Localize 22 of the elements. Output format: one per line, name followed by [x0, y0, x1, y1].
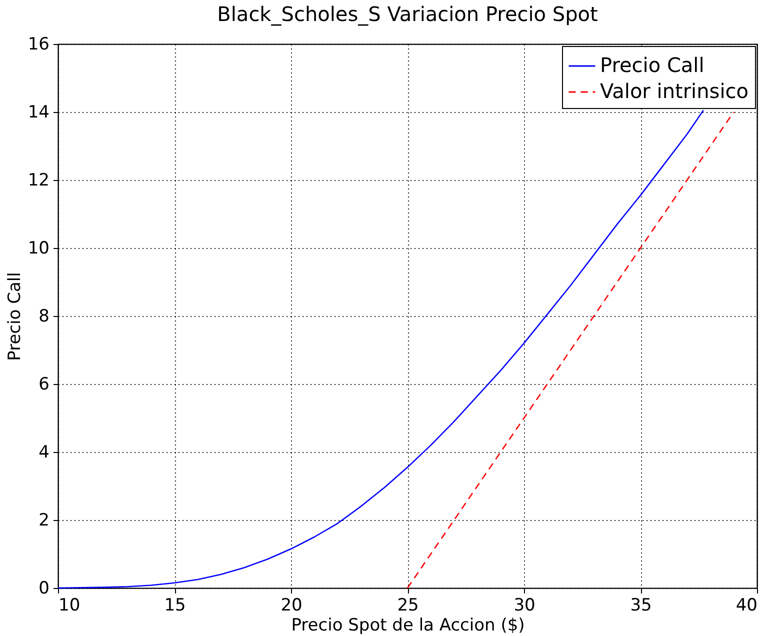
x-tick-label: 35 — [630, 596, 652, 616]
legend-label: Valor intrinsico — [600, 79, 748, 103]
y-tick-label: 4 — [38, 442, 50, 462]
x-axis-title: Precio Spot de la Accion ($) — [291, 616, 525, 636]
x-tick-label: 40 — [736, 596, 758, 616]
y-tick-label: 10 — [28, 238, 50, 258]
y-tick-label: 12 — [28, 170, 50, 190]
x-tick-label: 15 — [164, 596, 186, 616]
y-tick-label: 8 — [38, 306, 50, 326]
y-tick-label: 14 — [28, 102, 50, 122]
y-tick-label: 0 — [38, 578, 50, 598]
x-tick-label: 10 — [58, 596, 80, 616]
y-axis-title: Precio Call — [4, 272, 25, 361]
line-series — [57, 110, 704, 589]
y-tick-label: 2 — [38, 510, 50, 530]
legend-label: Precio Call — [600, 53, 704, 77]
x-tick-label: 20 — [280, 596, 302, 616]
y-tick-label: 16 — [28, 34, 50, 54]
y-tick-label: 6 — [38, 374, 50, 394]
x-tick-label: 25 — [397, 596, 419, 616]
x-tick-label: 30 — [514, 596, 536, 616]
chart-title: Black_Scholes_S Variacion Precio Spot — [217, 2, 598, 26]
